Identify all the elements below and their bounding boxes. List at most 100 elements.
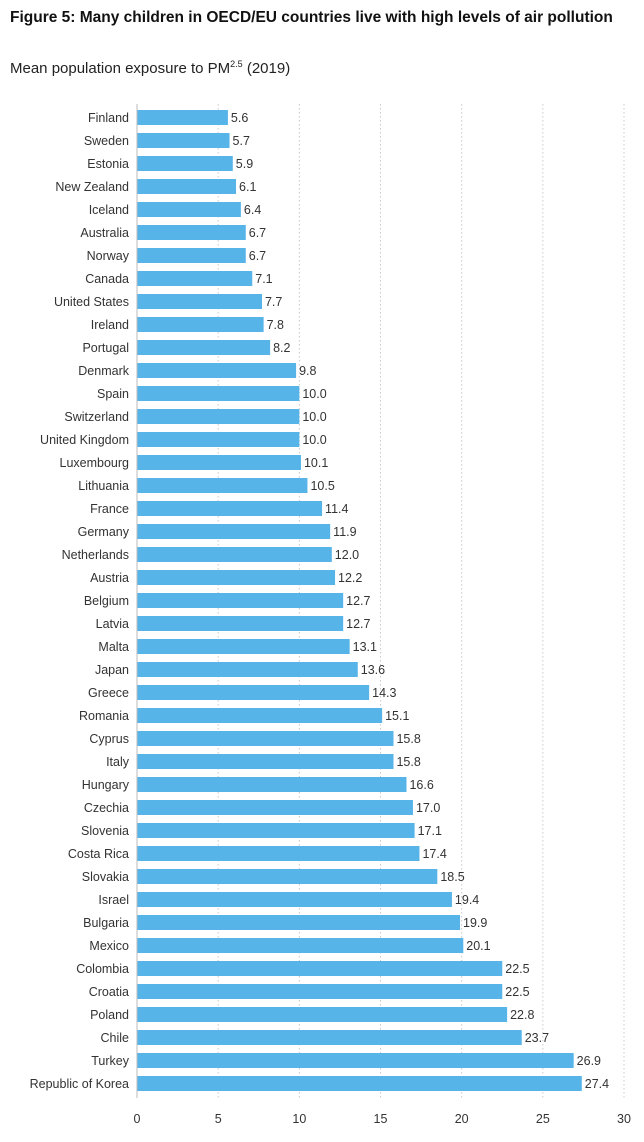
- value-label: 27.4: [585, 1077, 609, 1091]
- category-label: Switzerland: [64, 410, 129, 424]
- category-label: Estonia: [87, 157, 129, 171]
- category-label: Lithuania: [78, 479, 129, 493]
- category-label: Malta: [98, 640, 129, 654]
- value-label: 8.2: [273, 341, 290, 355]
- category-label: Mexico: [89, 939, 129, 953]
- category-label: New Zealand: [55, 180, 129, 194]
- category-label: Croatia: [89, 985, 129, 999]
- bar: [137, 271, 253, 286]
- value-label: 7.7: [265, 295, 282, 309]
- value-label: 6.4: [244, 203, 261, 217]
- category-label: Latvia: [96, 617, 129, 631]
- value-label: 19.4: [455, 893, 479, 907]
- value-label: 12.0: [335, 548, 359, 562]
- x-tick-label: 0: [134, 1112, 141, 1126]
- category-label: Hungary: [82, 778, 130, 792]
- value-label: 22.8: [510, 1008, 534, 1022]
- bar: [137, 248, 246, 263]
- value-label: 12.2: [338, 571, 362, 585]
- value-label: 22.5: [505, 962, 529, 976]
- category-label: Ireland: [91, 318, 129, 332]
- subtitle-year: (2019): [242, 60, 291, 77]
- category-label: Chile: [101, 1031, 130, 1045]
- bar: [137, 731, 394, 746]
- value-label: 12.7: [346, 617, 370, 631]
- value-label: 22.5: [505, 985, 529, 999]
- value-label: 5.9: [236, 157, 253, 171]
- value-label: 6.1: [239, 180, 256, 194]
- category-label: Greece: [88, 686, 129, 700]
- bar: [137, 386, 300, 401]
- x-tick-label: 5: [215, 1112, 222, 1126]
- x-tick-label: 10: [292, 1112, 306, 1126]
- bar: [137, 317, 264, 332]
- bar: [137, 938, 464, 953]
- category-label: United Kingdom: [40, 433, 129, 447]
- bar: [137, 524, 331, 539]
- x-tick-label: 25: [536, 1112, 550, 1126]
- bar: [137, 455, 301, 470]
- x-tick-label: 15: [374, 1112, 388, 1126]
- bar: [137, 340, 271, 355]
- category-label: United States: [54, 295, 129, 309]
- category-label: Slovakia: [82, 870, 129, 884]
- value-label: 23.7: [525, 1031, 549, 1045]
- bar: [137, 892, 452, 907]
- category-label: Czechia: [84, 801, 129, 815]
- category-label: Spain: [97, 387, 129, 401]
- value-label: 15.8: [396, 732, 420, 746]
- bar: [137, 179, 237, 194]
- bar: [137, 133, 230, 148]
- category-label: Netherlands: [62, 548, 129, 562]
- bar-chart: Finland 5.6 Sweden 5.7 Estonia 5.9 New Zealand…: [30, 104, 631, 1126]
- value-label: 7.8: [267, 318, 284, 332]
- value-label: 9.8: [299, 364, 316, 378]
- category-label: Australia: [80, 226, 129, 240]
- value-label: 6.7: [249, 249, 266, 263]
- bar: [137, 1076, 582, 1091]
- bar: [137, 363, 297, 378]
- category-label: Colombia: [76, 962, 129, 976]
- value-label: 11.9: [333, 525, 356, 539]
- subtitle-text: Mean population exposure to PM: [10, 60, 231, 77]
- category-label: Turkey: [91, 1054, 129, 1068]
- value-label: 10.0: [302, 387, 326, 401]
- category-label: Germany: [78, 525, 130, 539]
- category-label: Slovenia: [81, 824, 129, 838]
- bar: [137, 1007, 508, 1022]
- category-label: Cyprus: [89, 732, 129, 746]
- category-label: Italy: [106, 755, 130, 769]
- bar: [137, 846, 420, 861]
- value-label: 10.1: [304, 456, 328, 470]
- bar: [137, 409, 300, 424]
- x-tick-label: 30: [617, 1112, 631, 1126]
- category-label: Luxembourg: [60, 456, 130, 470]
- x-tick-label: 20: [455, 1112, 469, 1126]
- value-label: 10.0: [302, 433, 326, 447]
- bar: [137, 478, 308, 493]
- bar: [137, 1030, 522, 1045]
- category-label: Portugal: [82, 341, 129, 355]
- value-label: 12.7: [346, 594, 370, 608]
- bar: [137, 202, 241, 217]
- bar: [137, 823, 415, 838]
- value-label: 10.0: [302, 410, 326, 424]
- value-label: 5.6: [231, 111, 248, 125]
- value-label: 5.7: [233, 134, 250, 148]
- subtitle-superscript: 2.5: [230, 59, 243, 69]
- bar: [137, 685, 370, 700]
- bar: [137, 547, 332, 562]
- bar: [137, 708, 383, 723]
- value-label: 15.1: [385, 709, 409, 723]
- bar: [137, 754, 394, 769]
- bar: [137, 501, 323, 516]
- value-label: 17.1: [418, 824, 442, 838]
- category-label: Japan: [95, 663, 129, 677]
- bar: [137, 961, 503, 976]
- value-label: 7.1: [255, 272, 272, 286]
- category-label: Republic of Korea: [30, 1077, 129, 1091]
- value-label: 17.4: [422, 847, 446, 861]
- value-label: 20.1: [466, 939, 490, 953]
- category-label: Belgium: [84, 594, 129, 608]
- bar: [137, 1053, 574, 1068]
